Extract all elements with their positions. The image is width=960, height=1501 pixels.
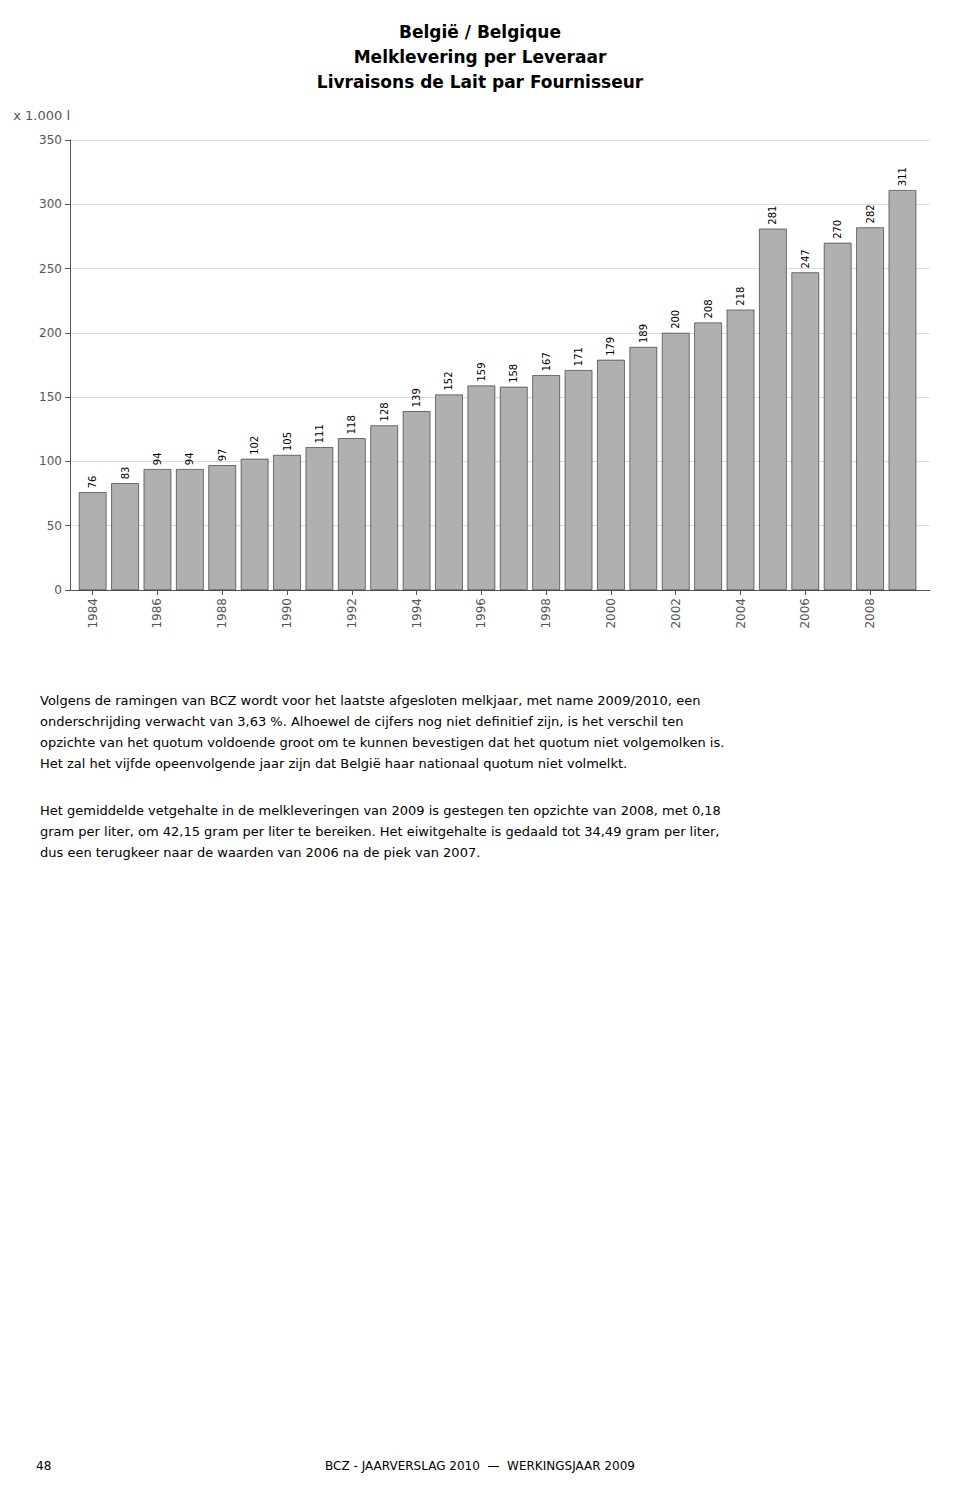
svg-text:1990: 1990 bbox=[280, 598, 294, 629]
svg-text:179: 179 bbox=[605, 337, 616, 356]
svg-text:2002: 2002 bbox=[669, 598, 683, 629]
svg-text:100: 100 bbox=[39, 454, 62, 468]
svg-text:1986: 1986 bbox=[150, 598, 164, 629]
svg-text:Livraisons de Lait par Fournis: Livraisons de Lait par Fournisseur bbox=[317, 72, 644, 92]
svg-text:1998: 1998 bbox=[539, 598, 553, 629]
svg-text:94: 94 bbox=[152, 452, 163, 465]
svg-text:gram per liter, om 42,15 gram: gram per liter, om 42,15 gram per liter … bbox=[40, 824, 719, 839]
svg-text:1988: 1988 bbox=[215, 598, 229, 629]
svg-text:105: 105 bbox=[282, 432, 293, 451]
svg-text:189: 189 bbox=[638, 324, 649, 343]
svg-text:350: 350 bbox=[39, 133, 62, 147]
svg-text:270: 270 bbox=[832, 220, 843, 239]
svg-text:111: 111 bbox=[314, 424, 325, 443]
svg-text:1984: 1984 bbox=[86, 598, 100, 629]
svg-text:311: 311 bbox=[897, 167, 908, 186]
svg-text:247: 247 bbox=[800, 249, 811, 268]
svg-text:onderschrijding verwacht van 3: onderschrijding verwacht van 3,63 %. Alh… bbox=[40, 714, 683, 729]
svg-text:200: 200 bbox=[670, 310, 681, 329]
svg-text:300: 300 bbox=[39, 197, 62, 211]
svg-text:BCZ - JAARVERSLAG 2010 — WER: BCZ - JAARVERSLAG 2010 — WERKINGSJAAR 20… bbox=[325, 1459, 635, 1473]
svg-text:België / Belgique: België / Belgique bbox=[399, 22, 561, 42]
svg-text:1992: 1992 bbox=[345, 598, 359, 629]
svg-text:118: 118 bbox=[346, 415, 357, 434]
svg-text:1996: 1996 bbox=[474, 598, 488, 629]
svg-text:102: 102 bbox=[249, 436, 260, 455]
svg-text:2000: 2000 bbox=[604, 598, 618, 629]
svg-text:2006: 2006 bbox=[798, 598, 812, 629]
svg-text:Melklevering per Leveraar: Melklevering per Leveraar bbox=[354, 47, 607, 67]
svg-text:Volgens de ramingen van BCZ wo: Volgens de ramingen van BCZ wordt voor h… bbox=[40, 693, 700, 708]
svg-text:208: 208 bbox=[703, 299, 714, 318]
svg-text:218: 218 bbox=[735, 287, 746, 306]
svg-text:97: 97 bbox=[217, 449, 228, 462]
svg-text:2008: 2008 bbox=[863, 598, 877, 629]
svg-text:250: 250 bbox=[39, 262, 62, 276]
svg-text:159: 159 bbox=[476, 362, 487, 381]
svg-text:2004: 2004 bbox=[734, 598, 748, 629]
svg-text:1994: 1994 bbox=[410, 598, 424, 629]
svg-text:200: 200 bbox=[39, 326, 62, 340]
svg-text:opzichte van het quotum voldoe: opzichte van het quotum voldoende groot … bbox=[40, 735, 724, 750]
svg-text:281: 281 bbox=[767, 206, 778, 225]
svg-text:282: 282 bbox=[865, 204, 876, 223]
svg-text:128: 128 bbox=[379, 402, 390, 421]
svg-text:158: 158 bbox=[508, 364, 519, 383]
svg-text:83: 83 bbox=[120, 467, 131, 480]
svg-text:171: 171 bbox=[573, 347, 584, 366]
svg-text:50: 50 bbox=[47, 519, 62, 533]
svg-text:48: 48 bbox=[36, 1459, 51, 1473]
svg-text:139: 139 bbox=[411, 388, 422, 407]
svg-text:Het gemiddelde vetgehalte in d: Het gemiddelde vetgehalte in de melkleve… bbox=[40, 803, 721, 818]
svg-text:94: 94 bbox=[184, 452, 195, 465]
svg-text:152: 152 bbox=[443, 371, 454, 390]
svg-text:dus een terugkeer naar de waar: dus een terugkeer naar de waarden van 20… bbox=[40, 845, 480, 860]
svg-text:76: 76 bbox=[87, 476, 98, 489]
svg-text:0: 0 bbox=[54, 583, 62, 597]
svg-text:150: 150 bbox=[39, 390, 62, 404]
svg-text:Het zal het vijfde opeenvolgen: Het zal het vijfde opeenvolgende jaar zi… bbox=[40, 756, 627, 771]
svg-text:x 1.000 l: x 1.000 l bbox=[13, 108, 70, 123]
svg-text:167: 167 bbox=[541, 352, 552, 371]
